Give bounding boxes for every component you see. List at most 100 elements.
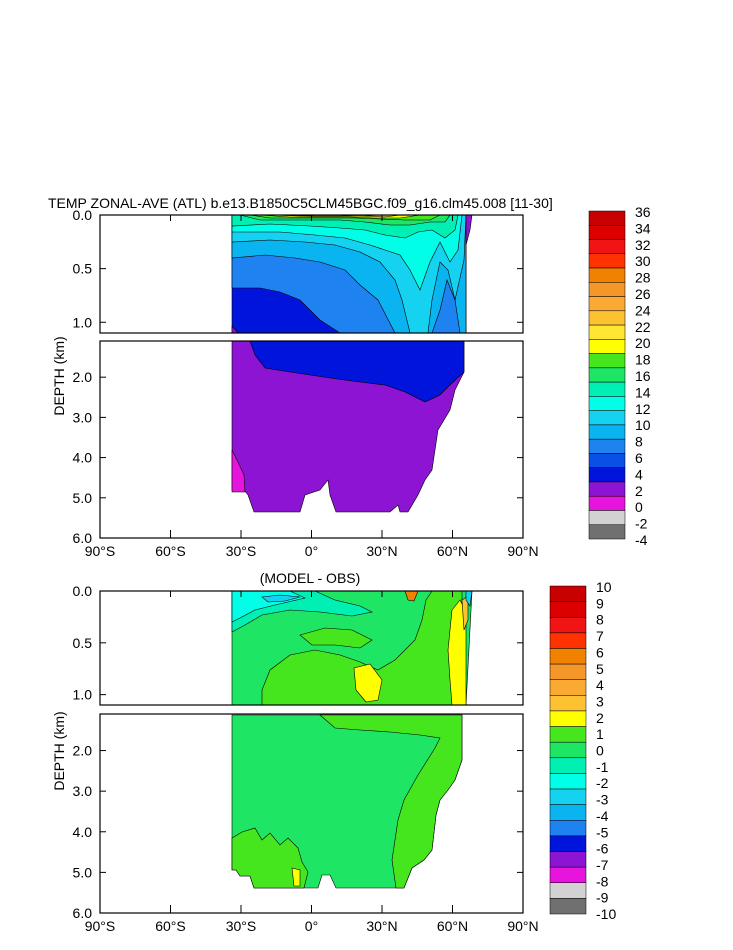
region-4-6-deep [249,340,465,403]
y-tick-label: 2.0 [73,743,93,759]
colorbar-label: -9 [596,890,609,906]
colorbar-label: 34 [635,220,651,236]
y-tick-label: 1.0 [73,314,93,330]
y-tick-label: 6.0 [73,905,93,921]
chart-title: (MODEL - OBS) [260,570,361,586]
colorbar-swatch [588,267,626,283]
colorbar-swatch [549,788,587,805]
colorbar-swatch [588,438,626,454]
colorbar-label: 1 [596,726,604,742]
colorbar-label: 8 [596,612,604,628]
region-0-2 [231,449,246,493]
colorbar-swatch [588,453,626,468]
colorbar-swatch [588,495,626,511]
y-tick-label: 0.0 [73,207,93,223]
colorbar-swatch [588,296,626,312]
colorbar-swatch [549,663,587,680]
colorbar-swatch [549,741,587,759]
colorbar-swatch [549,866,587,884]
colorbar-swatch [588,253,626,269]
colorbar-label: 3 [596,693,604,709]
colorbar-label: 30 [635,253,651,269]
x-tick-label: 90°S [85,543,116,559]
region-2-3-mid [353,663,383,703]
region-1-2-north [319,714,463,889]
colorbar-label: 20 [635,335,651,351]
y-axis-label: DEPTH (km) [51,711,67,790]
colorbar-swatch [549,898,587,915]
x-tick-label: 0° [305,543,318,559]
colorbar-swatch [549,804,587,821]
colorbar-swatch [588,381,626,397]
colorbar-label: -1 [596,759,609,775]
y-tick-label: 0.0 [73,583,93,599]
difference-field [231,590,473,889]
colorbar-swatch [588,210,626,226]
colorbar-label: 8 [635,434,643,450]
colorbar-swatch [549,648,587,665]
colorbar-label: -8 [596,873,609,889]
colorbar-label: 9 [596,595,604,611]
axis-ticks: 0.0 0.5 1.0 2.0 3.0 4.0 5.0 6.090°S 60°S 30°S 0° 30… [73,583,539,934]
colorbar-label: -2 [635,516,648,532]
x-tick-label: 90°S [85,918,116,934]
colorbar-label: 5 [596,661,604,677]
colorbar-swatch [588,239,626,255]
colorbar-label: -4 [635,532,648,548]
colorbar-label: -4 [596,808,609,824]
y-tick-label: 3.0 [73,783,93,799]
region-polar-edge [465,214,473,246]
colorbar-label: 7 [596,628,604,644]
chart-title: TEMP ZONAL-AVE (ATL) b.e13.B1850C5CLM45B… [48,195,553,211]
colorbar-swatch [549,882,587,899]
colorbar-swatch [588,481,626,497]
chart-panel-diff: (MODEL - OBS) DEPTH (km) 0.0 0.5 1.0 2.0 3.0… [51,570,616,934]
colorbar-swatch [549,773,587,790]
chart-panel-temp: TEMP ZONAL-AVE (ATL) b.e13.B1850C5CLM45B… [48,195,651,559]
y-tick-label: 3.0 [73,409,93,425]
colorbar-label: 14 [635,384,651,400]
colorbar-label: 16 [635,368,651,384]
colorbar-swatch [588,339,626,354]
colorbar-swatch [588,410,626,426]
region-1-2-south [231,827,309,889]
x-tick-label: 30°S [226,543,257,559]
colorbar-label: 6 [596,644,604,660]
colorbar-swatch [549,757,587,774]
colorbar-label: -2 [596,775,609,791]
colorbar-label: -6 [596,841,609,857]
colorbar-swatch [549,616,587,634]
colorbar-swatch [549,679,587,696]
colorbar-label: 0 [635,499,643,515]
colorbar-swatch [588,510,626,525]
colorbar-swatch [588,396,626,411]
colorbar-swatch [549,601,587,618]
colorbar-label: 6 [635,450,643,466]
colorbar-swatch [588,467,626,483]
y-tick-label: 5.0 [73,864,93,880]
colorbar-label: 0 [596,743,604,759]
y-tick-label: 1.0 [73,687,93,703]
colorbar-swatch [549,835,587,852]
colorbar-label: 32 [635,237,651,253]
region-neg-3-2 [261,594,301,603]
colorbar-swatch [588,424,626,440]
colorbar-swatch [588,324,626,340]
colorbar-label: 10 [596,579,612,595]
temperature-field [231,214,473,513]
x-tick-label: 60°N [437,543,468,559]
y-tick-label: 5.0 [73,490,93,506]
y-tick-label: 6.0 [73,530,93,546]
colorbar-label: -10 [596,906,616,922]
colorbar-swatch [549,820,587,837]
colorbar-swatch [588,310,626,326]
colorbar-label: -3 [596,792,609,808]
colorbar-swatch [549,851,587,868]
colorbar-swatch [588,225,626,240]
y-tick-label: 0.5 [73,635,93,651]
colorbar-label: 12 [635,401,651,417]
colorbar-label: 18 [635,352,651,368]
x-tick-label: 30°S [226,918,257,934]
x-tick-label: 30°N [366,543,397,559]
